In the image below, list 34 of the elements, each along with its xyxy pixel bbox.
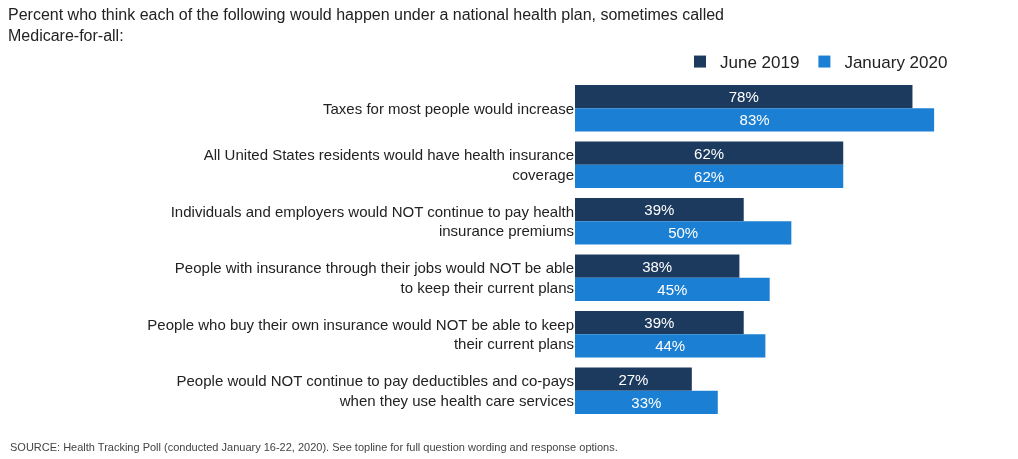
y-tick-label: People who buy their own insurance would NOT be able to keep their current plans bbox=[147, 315, 574, 353]
data-label: 50% bbox=[668, 224, 699, 242]
y-tick-label: Individuals and employers would NOT continue to pay health insurance premiums bbox=[170, 202, 574, 240]
data-label: 39% bbox=[644, 201, 675, 219]
bar bbox=[575, 108, 935, 132]
data-label: 38% bbox=[642, 257, 673, 275]
bar bbox=[575, 334, 766, 358]
bar bbox=[575, 311, 744, 335]
y-tick-label: People with insurance through their jobs would NOT be able to keep their current plans bbox=[174, 259, 574, 296]
bar bbox=[575, 85, 913, 109]
data-label: 62% bbox=[694, 167, 725, 185]
bar bbox=[575, 141, 844, 165]
legend-label: January 2020 bbox=[844, 53, 948, 73]
data-label: 39% bbox=[644, 314, 675, 332]
bar bbox=[575, 221, 792, 245]
bar bbox=[575, 277, 770, 301]
data-label: 45% bbox=[657, 280, 688, 298]
legend-label: June 2019 bbox=[720, 53, 800, 73]
bar bbox=[575, 254, 740, 278]
bar bbox=[575, 367, 692, 391]
data-label: 83% bbox=[739, 111, 770, 129]
data-label: 44% bbox=[655, 337, 686, 355]
bar bbox=[575, 198, 744, 222]
data-label: 62% bbox=[694, 144, 725, 162]
bar bbox=[575, 390, 718, 414]
data-label: 78% bbox=[728, 88, 759, 106]
source-note: SOURCE: Health Tracking Poll (conducted January 16-22, 2020). See topline for full question wording and response options. bbox=[10, 441, 618, 453]
y-tick-label: People would NOT continue to pay deductibles and co-pays when they use health care services bbox=[176, 372, 574, 409]
bar bbox=[575, 164, 844, 188]
y-tick-label: All United States residents would have health insurance coverage bbox=[203, 146, 574, 183]
text: Percent who think each of the following would happen under a national health plan, sometimes called Medicare-for-all: bbox=[8, 6, 725, 44]
y-tick-label: Taxes for most people would increase bbox=[323, 99, 574, 117]
data-label: 33% bbox=[631, 393, 662, 411]
data-label: 27% bbox=[618, 370, 649, 388]
